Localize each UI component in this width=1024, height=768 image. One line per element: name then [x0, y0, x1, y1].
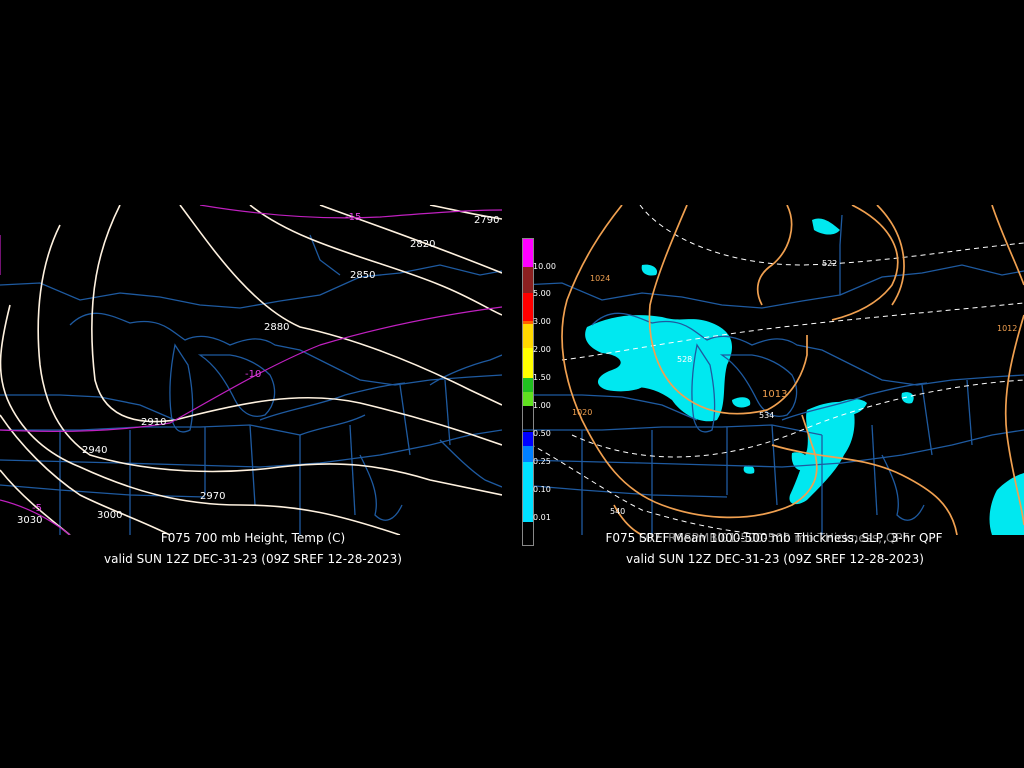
colorbar-swatch	[523, 324, 533, 348]
colorbar-label: 0.50	[533, 429, 551, 438]
left-map-panel: 2790 2820 2850 2880 2910 2940 2970 3000 …	[0, 205, 502, 535]
right-map-panel: 1024 1020 1013 1012 522 528 534 540	[522, 205, 1024, 535]
right-map-svg: 1024 1020 1013 1012 522 528 534 540	[522, 205, 1024, 535]
pressure-label: 1012	[997, 324, 1017, 333]
thickness-label: 522	[822, 259, 837, 268]
colorbar-label: 0.25	[533, 457, 551, 466]
height-label: 2850	[350, 270, 375, 281]
colorbar-label: 0.01	[533, 513, 551, 522]
thickness-label: 534	[759, 411, 774, 420]
height-label: 2790	[474, 215, 499, 226]
height-label: 2970	[200, 491, 225, 502]
temperature-contours	[0, 205, 502, 535]
colorbar-swatch	[523, 462, 533, 522]
left-map-valid-time: valid SUN 12Z DEC-31-23 (09Z SREF 12-28-…	[104, 552, 402, 566]
height-label: 2940	[82, 445, 107, 456]
height-label: 2820	[410, 239, 435, 250]
colorbar-label: 0.10	[533, 485, 551, 494]
height-labels: 2790 2820 2850 2880 2910 2940 2970 3000 …	[17, 215, 499, 526]
height-label: 3030	[17, 515, 42, 526]
colorbar-swatch	[523, 293, 533, 321]
left-map-title: F075 700 mb Height, Temp (C)	[160, 531, 346, 545]
temp-label: -5	[32, 503, 42, 514]
map-borders	[522, 214, 1024, 535]
thickness-label: 528	[677, 355, 692, 364]
qpf-colorbar	[522, 238, 534, 546]
left-map-svg: 2790 2820 2850 2880 2910 2940 2970 3000 …	[0, 205, 502, 535]
colorbar-swatch	[523, 522, 533, 545]
colorbar-label: 2.00	[533, 345, 551, 354]
thickness-labels: 522 528 534 540	[610, 259, 837, 516]
right-map-title-overlay: F07TR6SPMBl01-500-500 mb THickness, QPF	[638, 531, 910, 545]
colorbar-label: 5.00	[533, 289, 551, 298]
colorbar-label: 1.50	[533, 373, 551, 382]
colorbar-swatch	[523, 239, 533, 267]
colorbar-swatch	[523, 348, 533, 378]
map-borders	[0, 234, 502, 535]
colorbar-label: 1.00	[533, 401, 551, 410]
colorbar-swatch	[523, 378, 533, 392]
pressure-label: 1013	[762, 389, 787, 400]
temp-label: -10	[245, 369, 261, 380]
height-label: 2910	[141, 417, 166, 428]
colorbar-swatch	[523, 267, 533, 293]
thickness-contours	[522, 205, 1024, 535]
temp-label: -15	[345, 212, 361, 223]
colorbar-label: 3.00	[533, 317, 551, 326]
temperature-labels: -15 -10 -5	[32, 212, 361, 514]
thickness-label: 540	[610, 507, 625, 516]
colorbar-swatch	[523, 392, 533, 406]
height-label: 3000	[97, 510, 122, 521]
right-map-valid-time: valid SUN 12Z DEC-31-23 (09Z SREF 12-28-…	[626, 552, 924, 566]
colorbar-swatch	[523, 446, 533, 462]
height-label: 2880	[264, 322, 289, 333]
pressure-label: 1024	[590, 274, 610, 283]
pressure-label: 1020	[572, 408, 592, 417]
pressure-labels: 1024 1020 1013 1012	[572, 274, 1017, 417]
right-map-title: F075 SREF Mean 1000-500 mb Thickness, SL…	[605, 531, 943, 545]
pressure-contours	[561, 205, 1024, 535]
colorbar-label: 10.00	[533, 262, 556, 271]
colorbar-swatch	[523, 432, 533, 446]
